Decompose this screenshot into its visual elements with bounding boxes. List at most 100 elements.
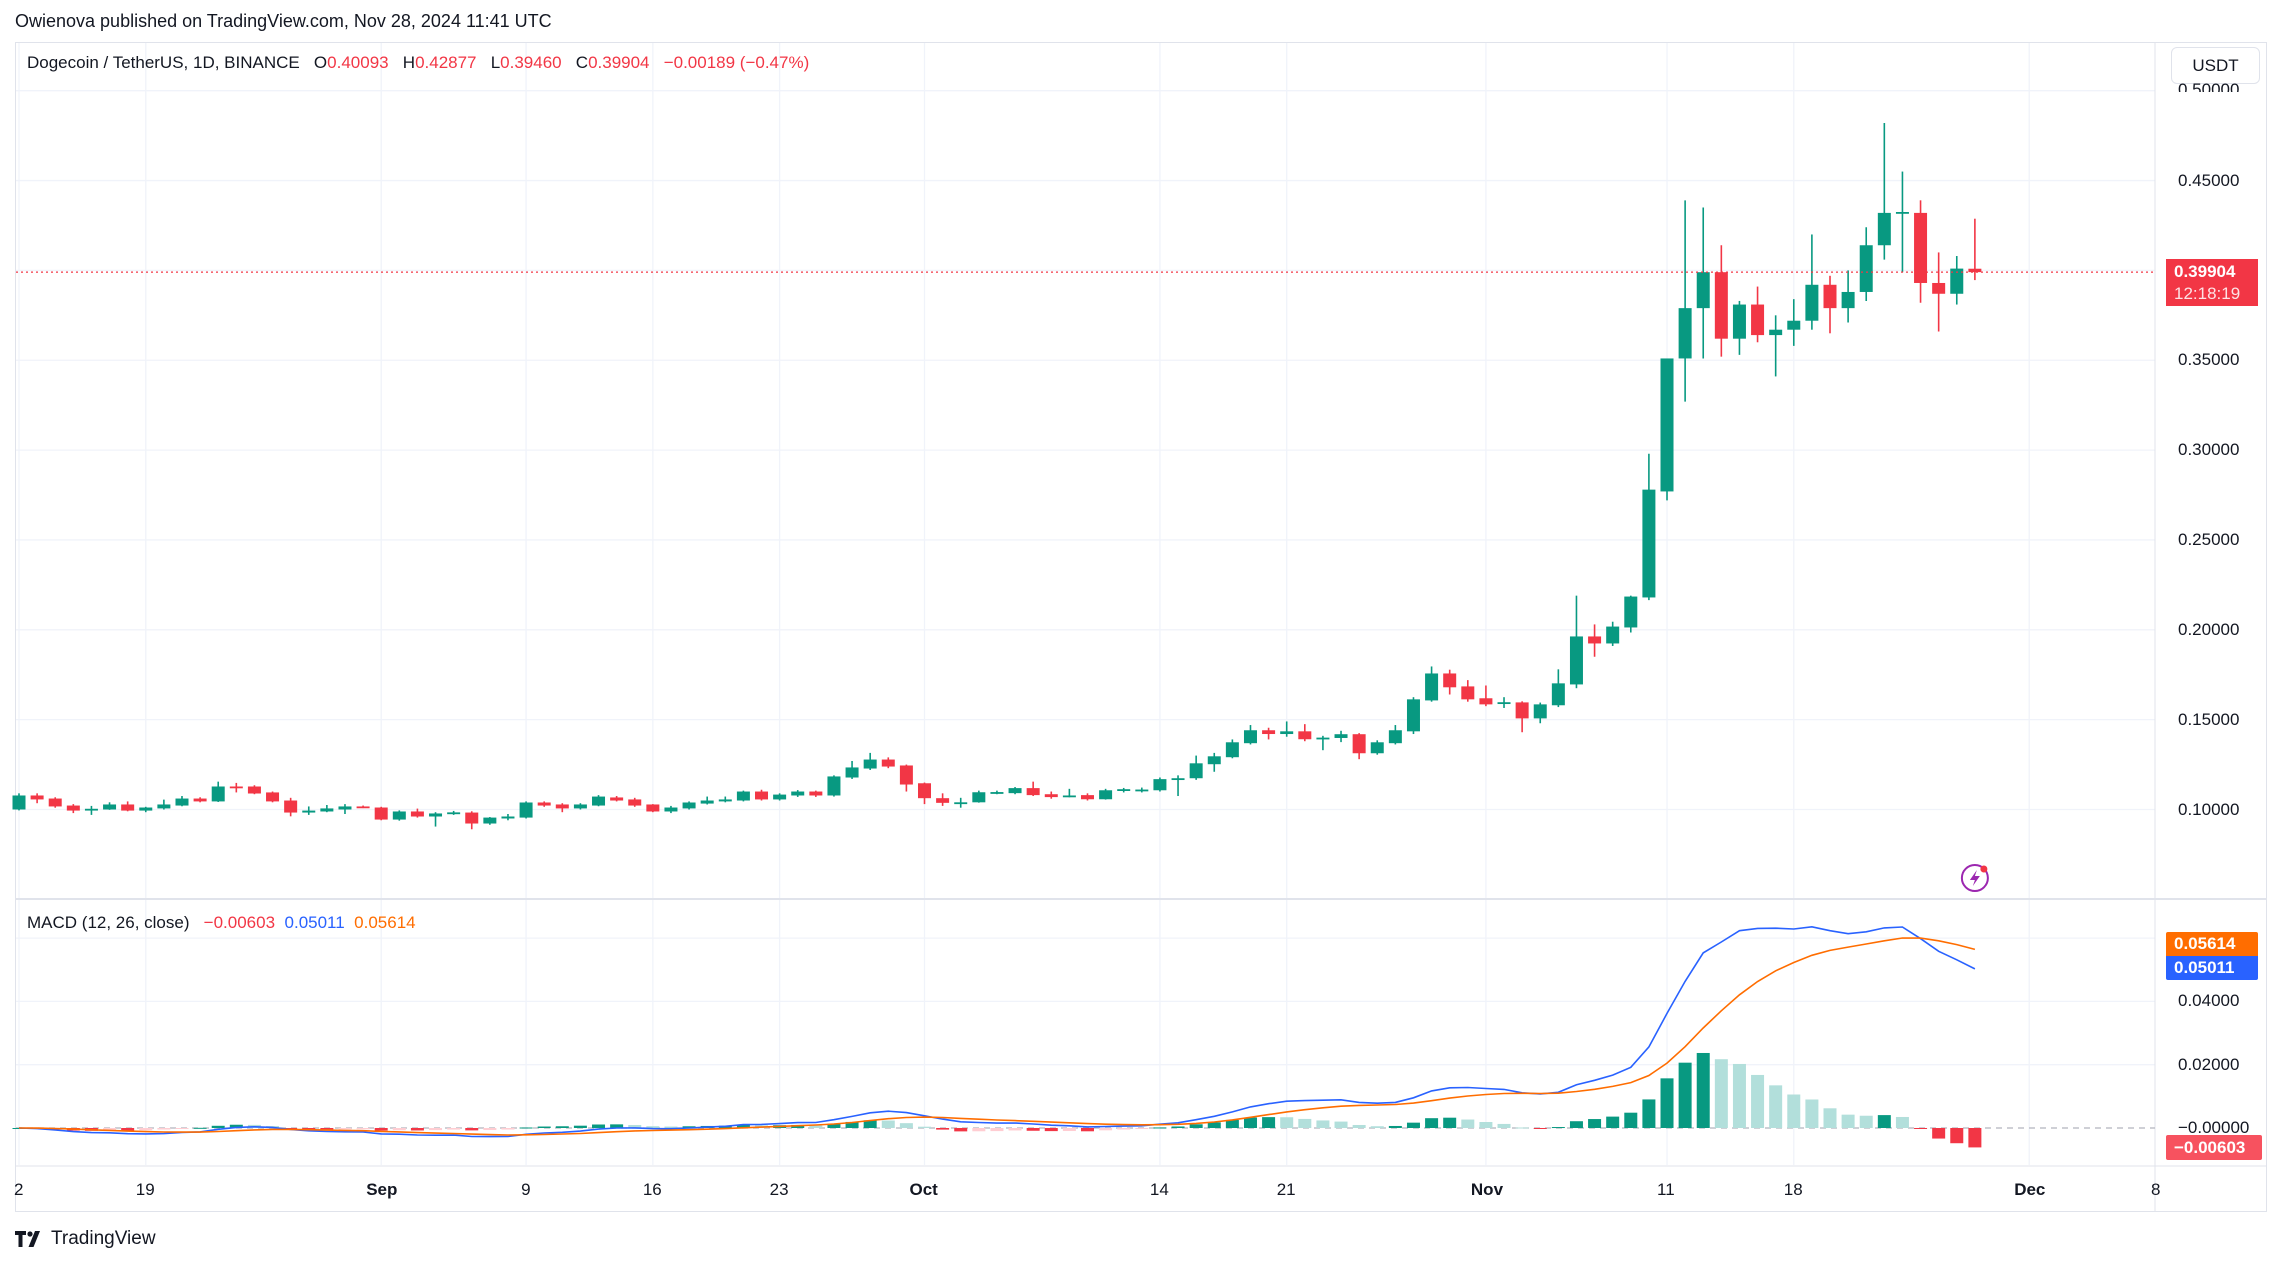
symbol-title[interactable]: Dogecoin / TetherUS, 1D, BINANCE bbox=[27, 53, 300, 72]
candle-up bbox=[1533, 704, 1547, 719]
candle-up bbox=[700, 800, 714, 804]
candle-down bbox=[646, 804, 660, 812]
time-axis-label: Dec bbox=[2014, 1180, 2046, 1199]
time-axis-label: 14 bbox=[1149, 1180, 1169, 1199]
macd-histogram-bar bbox=[429, 1128, 443, 1131]
macd-histogram-bar bbox=[954, 1128, 968, 1132]
macd-histogram-bar bbox=[1207, 1122, 1221, 1128]
candle-down bbox=[266, 792, 280, 802]
macd-histogram-bar bbox=[284, 1128, 298, 1129]
candle-down bbox=[918, 783, 931, 799]
macd-histogram-bar bbox=[1732, 1063, 1746, 1128]
candle-up bbox=[1189, 763, 1203, 779]
macd-histogram-bar bbox=[1914, 1128, 1928, 1129]
time-axis-label: Sep bbox=[366, 1180, 398, 1199]
candle-up bbox=[1243, 730, 1257, 744]
candle-up bbox=[211, 786, 225, 802]
last-price-tag: 0.39904 12:18:19 bbox=[2166, 259, 2258, 306]
candle-up bbox=[1841, 291, 1855, 309]
macd-histogram-bar bbox=[1334, 1121, 1348, 1128]
candle-up bbox=[1696, 272, 1710, 309]
macd-histogram-bar bbox=[1080, 1128, 1094, 1132]
macd-histogram-bar bbox=[465, 1128, 479, 1131]
candle-down bbox=[284, 800, 298, 813]
candle-down bbox=[1026, 788, 1040, 796]
candle-up bbox=[157, 804, 171, 809]
time-axis-label: 21 bbox=[1276, 1180, 1296, 1199]
candle-down bbox=[374, 807, 388, 820]
candle-up bbox=[1569, 636, 1583, 685]
candle-down bbox=[610, 797, 624, 801]
macd-histogram-bar bbox=[1497, 1123, 1511, 1128]
candle-up bbox=[718, 799, 732, 802]
candle-up bbox=[1135, 789, 1149, 792]
macd-histogram-bar bbox=[1642, 1099, 1656, 1128]
lightning-icon[interactable] bbox=[1960, 864, 1989, 892]
candle-up bbox=[682, 802, 696, 809]
candle-up bbox=[1388, 730, 1402, 744]
macd-axis-label: 0.02000 bbox=[2178, 1054, 2240, 1074]
macd-histogram-bar bbox=[1406, 1122, 1420, 1128]
candle-up bbox=[990, 792, 1004, 794]
time-axis-label: 9 bbox=[521, 1180, 531, 1199]
macd-histogram-bar bbox=[1298, 1118, 1312, 1128]
macd-histogram-bar bbox=[1225, 1119, 1239, 1128]
macd-histogram-bar bbox=[374, 1128, 388, 1131]
macd-histogram-bar bbox=[1515, 1127, 1529, 1129]
macd-histogram-bar bbox=[356, 1128, 370, 1130]
macd-histogram-bar bbox=[447, 1128, 461, 1130]
candle-down bbox=[30, 795, 44, 800]
macd-hist-value: −0.00603 bbox=[203, 913, 276, 932]
candle-down bbox=[881, 759, 895, 767]
time-axis-label: 23 bbox=[769, 1180, 789, 1199]
macd-histogram-bar bbox=[1352, 1124, 1366, 1128]
macd-histogram-bar bbox=[302, 1128, 316, 1130]
candle-up bbox=[1950, 268, 1964, 294]
tradingview-footer[interactable]: TradingView bbox=[15, 1228, 156, 1250]
price-axis-label: 0.50000 bbox=[2178, 80, 2240, 92]
candle-up bbox=[1624, 596, 1638, 628]
candle-down bbox=[1443, 673, 1457, 688]
macd-histogram-bar bbox=[103, 1128, 117, 1131]
candle-up bbox=[573, 804, 587, 809]
macd-histogram-bar bbox=[1026, 1128, 1040, 1131]
candle-up bbox=[845, 767, 859, 778]
macd-line-value: 0.05011 bbox=[284, 913, 345, 932]
candle-up bbox=[1606, 626, 1620, 644]
high-value: 0.42877 bbox=[415, 53, 477, 72]
candle-up bbox=[392, 811, 406, 820]
currency-button[interactable]: USDT bbox=[2171, 47, 2260, 84]
candle-down bbox=[66, 805, 80, 811]
time-axis-label: 19 bbox=[135, 1180, 155, 1199]
macd-histogram-bar bbox=[338, 1128, 352, 1130]
candle-down bbox=[1461, 686, 1475, 700]
candle-up bbox=[1425, 673, 1439, 701]
time-axis-label: 11 bbox=[1657, 1180, 1675, 1199]
price-axis-label: 0.10000 bbox=[2178, 799, 2240, 819]
macd-histogram-bar bbox=[1551, 1127, 1565, 1129]
candle-up bbox=[483, 817, 497, 824]
macd-histogram-bar bbox=[483, 1128, 497, 1131]
candle-down bbox=[1352, 734, 1366, 754]
macd-histogram-bar bbox=[664, 1126, 678, 1128]
time-axis-label: 16 bbox=[642, 1180, 662, 1199]
macd-value-tag: 0.05011 bbox=[2166, 956, 2258, 980]
candle-up bbox=[1062, 795, 1076, 798]
macd-histogram-bar bbox=[555, 1126, 569, 1128]
candle-down bbox=[1751, 304, 1765, 336]
candle-up bbox=[302, 810, 316, 813]
macd-histogram-bar bbox=[1388, 1125, 1402, 1128]
candle-up bbox=[139, 807, 153, 811]
macd-histogram-bar bbox=[410, 1128, 424, 1131]
candle-down bbox=[410, 811, 424, 817]
macd-histogram-bar bbox=[1877, 1115, 1891, 1128]
candle-up bbox=[447, 812, 461, 815]
macd-histogram-bar bbox=[1932, 1128, 1946, 1139]
candle-up bbox=[773, 794, 787, 800]
macd-title[interactable]: MACD (12, 26, close) bbox=[27, 913, 190, 932]
candle-down bbox=[465, 812, 479, 824]
macd-histogram-bar bbox=[193, 1127, 207, 1129]
candle-up bbox=[501, 816, 515, 819]
macd-histogram-bar bbox=[573, 1125, 587, 1128]
